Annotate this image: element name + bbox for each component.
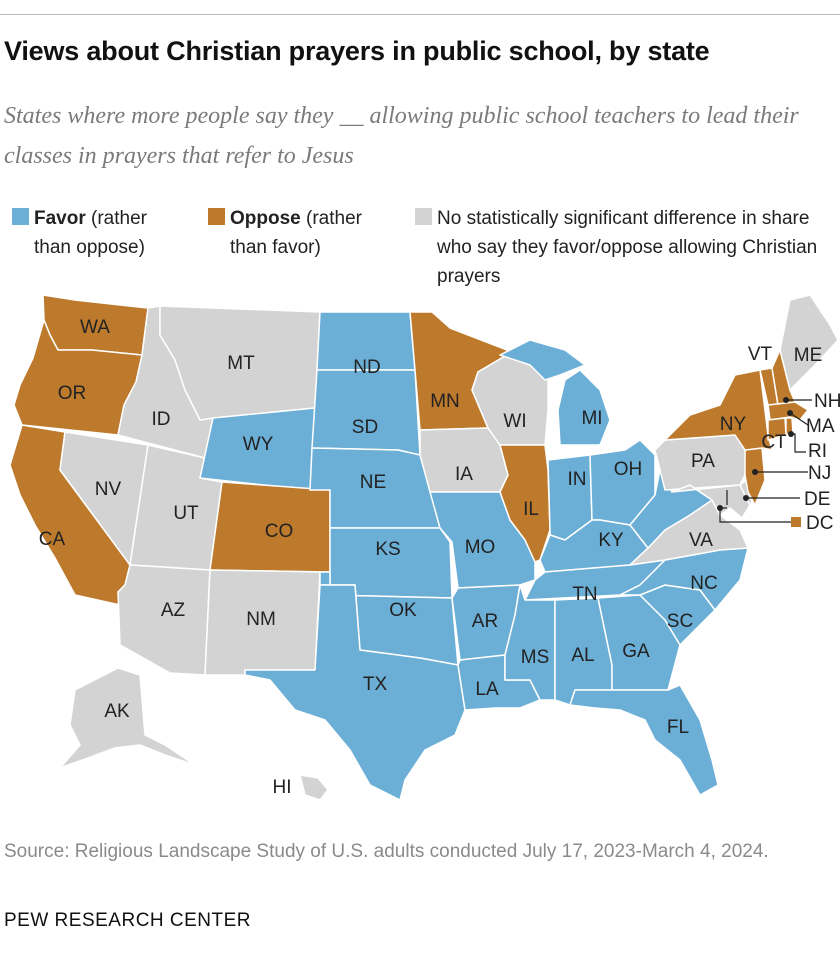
state-shapes: [9, 294, 839, 801]
label-TN: TN: [572, 584, 597, 605]
label-SC: SC: [667, 611, 693, 632]
state-NH[interactable]: [771, 349, 796, 406]
legend-swatch-none: [415, 208, 432, 225]
label-NC: NC: [690, 573, 717, 594]
chart-subtitle: States where more people say they __ all…: [4, 103, 799, 169]
leader-dot-MA: [787, 410, 793, 416]
state-WI[interactable]: [471, 351, 549, 446]
label-AR: AR: [472, 611, 498, 632]
label-NM: NM: [246, 609, 276, 630]
label-AZ: AZ: [161, 600, 186, 621]
label-LA: LA: [475, 679, 499, 700]
label-RI: RI: [808, 441, 827, 462]
label-ID: ID: [152, 409, 171, 430]
leader-dot-DC: [717, 505, 723, 511]
legend-swatch-oppose: [208, 208, 225, 225]
label-MO: MO: [465, 537, 496, 558]
leader-RI: [791, 433, 806, 453]
legend-oppose-desc: (rather than favor): [230, 208, 362, 258]
label-PA: PA: [691, 451, 715, 472]
label-FL: FL: [667, 717, 689, 738]
label-TX: TX: [363, 674, 388, 695]
label-MT: MT: [227, 353, 255, 374]
label-ND: ND: [353, 357, 380, 378]
label-NV: NV: [95, 479, 122, 500]
legend-oppose: Oppose (rather than favor): [230, 204, 400, 262]
label-IN: IN: [568, 469, 587, 490]
label-KS: KS: [375, 539, 400, 560]
chart-title: Views about Christian prayers in public …: [4, 36, 710, 66]
label-OR: OR: [58, 383, 87, 404]
dc-swatch: [791, 517, 801, 527]
leader-dot-DE: [743, 495, 749, 501]
state-TX[interactable]: [244, 584, 466, 801]
legend-favor-desc: (rather than oppose): [34, 208, 147, 258]
label-OK: OK: [389, 600, 417, 621]
label-VA: VA: [689, 530, 713, 551]
state-labels: WA OR CA ID NV UT AZ MT WY CO NM ND SD N…: [39, 317, 840, 798]
leader-MA: [789, 412, 809, 426]
state-ME[interactable]: [779, 294, 839, 391]
label-OH: OH: [614, 459, 643, 480]
label-IL: IL: [523, 499, 539, 520]
us-state-map: WA OR CA ID NV UT AZ MT WY CO NM ND SD N…: [9, 294, 840, 801]
label-MA: MA: [806, 416, 835, 437]
label-GA: GA: [622, 641, 650, 662]
label-DC: DC: [806, 513, 833, 534]
label-KY: KY: [598, 530, 624, 551]
label-VT: VT: [748, 344, 773, 365]
label-WY: WY: [243, 434, 274, 455]
state-FL[interactable]: [569, 684, 719, 796]
label-ME: ME: [794, 345, 823, 366]
label-DE: DE: [804, 489, 830, 510]
state-MS[interactable]: [504, 584, 556, 701]
legend-favor-label: Favor: [34, 208, 86, 229]
leader-dot-NH: [783, 397, 789, 403]
leader-dot-RI: [788, 431, 794, 437]
label-AK: AK: [104, 701, 130, 722]
state-HI[interactable]: [299, 774, 329, 801]
state-SD[interactable]: [311, 369, 421, 456]
legend-oppose-label: Oppose: [230, 208, 301, 229]
label-NH: NH: [814, 391, 840, 412]
legend-favor: Favor (rather than oppose): [34, 204, 184, 262]
leader-dot-NJ: [752, 469, 758, 475]
label-MI: MI: [581, 408, 602, 429]
label-NY: NY: [720, 414, 747, 435]
label-CA: CA: [39, 529, 66, 550]
top-rule: [0, 14, 840, 15]
label-AL: AL: [571, 645, 594, 666]
label-MS: MS: [521, 647, 550, 668]
state-NC[interactable]: [619, 547, 749, 611]
label-NE: NE: [360, 472, 386, 493]
label-HI: HI: [273, 777, 292, 798]
state-IL[interactable]: [499, 444, 551, 563]
state-MI[interactable]: [499, 339, 611, 446]
label-CO: CO: [265, 521, 294, 542]
label-MN: MN: [430, 391, 460, 412]
brand-footer: PEW RESEARCH CENTER: [4, 910, 252, 931]
legend-swatch-favor: [12, 208, 29, 225]
label-WA: WA: [80, 317, 110, 338]
state-AK[interactable]: [59, 667, 196, 769]
leader-DC-2: [719, 507, 793, 523]
source-note: Source: Religious Landscape Study of U.S…: [4, 841, 769, 862]
label-NJ: NJ: [808, 463, 831, 484]
label-WI: WI: [503, 411, 526, 432]
label-IA: IA: [455, 464, 473, 485]
label-CT: CT: [761, 432, 787, 453]
label-SD: SD: [352, 417, 378, 438]
label-UT: UT: [173, 503, 199, 524]
legend-none: No statistically significant difference …: [437, 208, 818, 287]
